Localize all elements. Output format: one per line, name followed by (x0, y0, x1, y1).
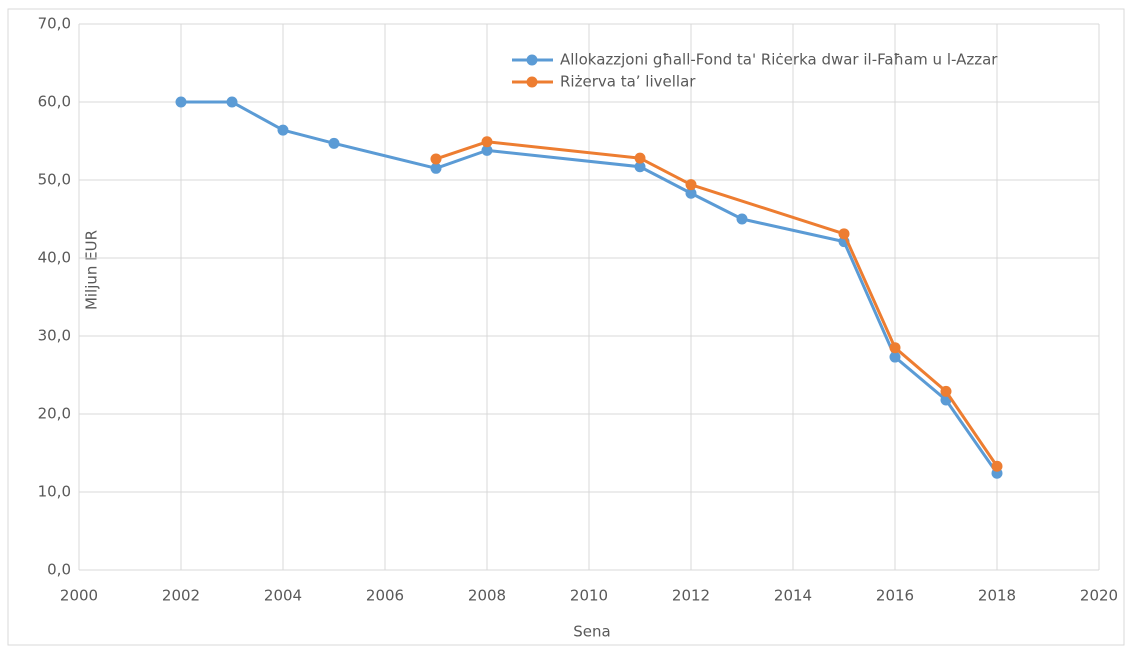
x-tick-label: 2006 (366, 587, 404, 605)
y-tick-label: 10,0 (38, 483, 71, 501)
data-point (481, 136, 493, 148)
x-tick-label: 2016 (876, 587, 914, 605)
x-tick-label: 2018 (978, 587, 1016, 605)
x-tick-label: 2004 (264, 587, 302, 605)
x-tick-label: 2012 (672, 587, 710, 605)
y-tick-label: 40,0 (38, 249, 71, 267)
chart-border (7, 8, 1125, 646)
data-point (991, 460, 1003, 472)
data-point (430, 162, 442, 174)
x-axis-title: Sena (573, 623, 610, 641)
legend-label: Riżerva ta’ livellar (560, 73, 696, 91)
data-point (277, 124, 289, 136)
legend-label: Allokazzjoni għall-Fond ta' Riċerka dwar… (560, 51, 998, 69)
x-tick-label: 2014 (774, 587, 812, 605)
x-tick-label: 2020 (1080, 587, 1118, 605)
y-tick-label: 50,0 (38, 171, 71, 189)
x-tick-label: 2008 (468, 587, 506, 605)
legend-marker (526, 54, 538, 66)
data-point (226, 96, 238, 108)
series-line (435, 140, 999, 468)
data-point (328, 137, 340, 149)
data-point (889, 351, 901, 363)
data-point (736, 213, 748, 225)
data-point (634, 161, 646, 173)
y-tick-label: 70,0 (38, 15, 71, 33)
data-point (481, 144, 493, 156)
data-point (889, 342, 901, 354)
legend-marker (526, 76, 538, 88)
y-axis-title: Miljun EUR (83, 230, 101, 310)
y-tick-label: 20,0 (38, 405, 71, 423)
x-tick-label: 2010 (570, 587, 608, 605)
y-tick-label: 30,0 (38, 327, 71, 345)
data-point (685, 187, 697, 199)
data-point (634, 152, 646, 164)
data-point (685, 179, 697, 191)
y-tick-label: 0,0 (47, 561, 71, 579)
data-point (175, 96, 187, 108)
data-point (838, 228, 850, 240)
data-point (940, 385, 952, 397)
x-tick-label: 2000 (60, 587, 98, 605)
y-tick-label: 60,0 (38, 93, 71, 111)
x-tick-label: 2002 (162, 587, 200, 605)
data-point (430, 153, 442, 165)
